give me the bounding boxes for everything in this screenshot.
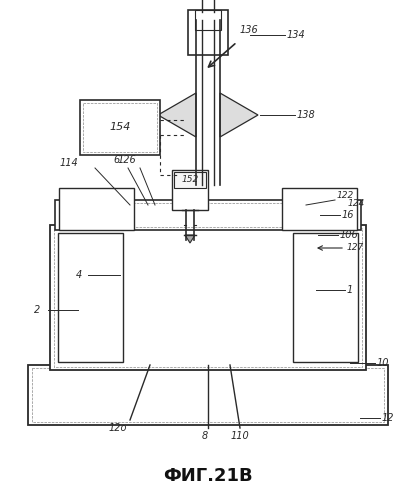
- Text: 127: 127: [347, 244, 364, 252]
- Bar: [59, 188, 134, 230]
- Bar: [54, 228, 362, 367]
- Text: 10: 10: [377, 358, 389, 368]
- Text: 110: 110: [230, 431, 249, 441]
- Text: 8: 8: [202, 431, 208, 441]
- Text: 106: 106: [340, 230, 359, 240]
- Polygon shape: [158, 93, 196, 137]
- Text: 136: 136: [240, 25, 259, 35]
- Text: 114: 114: [59, 158, 78, 168]
- Bar: [172, 170, 208, 210]
- Bar: [59, 203, 357, 227]
- Text: 2: 2: [34, 305, 40, 315]
- Bar: [50, 225, 366, 370]
- Text: ФИГ.21В: ФИГ.21В: [163, 467, 253, 485]
- Text: 134: 134: [287, 30, 306, 40]
- Text: 16: 16: [342, 210, 354, 220]
- Bar: [28, 365, 388, 425]
- Bar: [55, 200, 361, 230]
- Polygon shape: [220, 93, 258, 137]
- Text: 1: 1: [347, 285, 353, 295]
- Text: 12o: 12o: [109, 423, 127, 433]
- Text: 6: 6: [114, 155, 120, 165]
- Text: 12: 12: [382, 413, 394, 423]
- Bar: [58, 233, 123, 362]
- Text: 126: 126: [117, 155, 136, 165]
- Bar: [188, 10, 228, 55]
- Bar: [195, 10, 221, 30]
- Text: 124: 124: [348, 200, 365, 208]
- Bar: [282, 188, 357, 230]
- Text: 154: 154: [109, 122, 131, 132]
- Polygon shape: [185, 235, 195, 243]
- Bar: [174, 172, 206, 188]
- Text: 122: 122: [337, 192, 354, 200]
- Text: 152: 152: [181, 176, 198, 184]
- Text: 138: 138: [297, 110, 316, 120]
- Text: 4: 4: [76, 270, 82, 280]
- Bar: [32, 368, 384, 422]
- Bar: [293, 233, 358, 362]
- Bar: [80, 100, 160, 155]
- Bar: [83, 103, 157, 152]
